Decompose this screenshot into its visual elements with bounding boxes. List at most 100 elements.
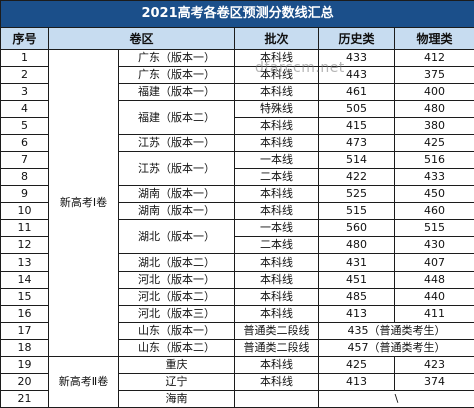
row-number: 20 [0,372,49,391]
physics-score-cell: 423 [393,355,474,374]
history-score-cell: 425 [318,355,395,374]
table-row: 1 新高考Ⅰ卷 广东（版本一） 本科线 433 412 [0,49,474,357]
history-score-cell: 461 [318,83,395,102]
region-cell: 湖南（版本一） [118,185,235,204]
history-score-cell: 443 [318,66,395,85]
table-row: 9 湖南（版本一） 本科线 525 450 [0,185,474,204]
history-score-cell: 505 [318,100,395,119]
region-cell: 福建（版本一） [118,83,235,102]
physics-score-cell: 433 [393,168,474,187]
batch-cell: 本科线 [234,117,319,136]
table-row: 12 二本线 480 430 [0,236,474,255]
region-cell: 重庆 [118,355,235,374]
row-number: 3 [0,83,49,102]
batch-cell: 本科线 [234,270,319,289]
history-score-cell: 514 [318,151,395,170]
table-row: 17 山东（版本一） 普通类二段线 435（普通类考生） [0,321,474,340]
physics-score-cell: 516 [393,151,474,170]
row-number: 5 [0,117,49,136]
region-cell: 河北（版本二） [118,287,235,306]
history-score-cell: 433 [318,49,395,68]
history-score-cell: 431 [318,253,395,272]
history-score-cell: 480 [318,236,395,255]
region-cell: 河北（版本三） [118,304,235,323]
physics-score-cell: 407 [393,253,474,272]
history-score-cell: 413 [318,304,395,323]
title-row: 2021高考各卷区预测分数线汇总 [0,0,474,29]
row-number: 19 [0,355,49,374]
history-score-cell: 415 [318,117,395,136]
row-number: 10 [0,202,49,221]
table-row: 7 江苏（版本一） 一本线 514 516 [0,151,474,187]
region-cell: 江苏（版本一） [118,134,235,153]
physics-score-cell: 375 [393,66,474,85]
batch-cell: 二本线 [234,236,319,255]
row-number: 6 [0,134,49,153]
history-score-cell: 515 [318,202,395,221]
region-cell: 广东（版本一） [118,66,235,85]
batch-cell: 本科线 [234,355,319,374]
physics-score-cell: 440 [393,287,474,306]
history-score-cell: 457（普通类考生） [317,338,474,357]
table-row: 6 江苏（版本一） 本科线 473 425 [0,134,474,153]
batch-cell: 一本线 [234,151,319,170]
physics-score-cell: 515 [393,219,474,238]
row-number: 11 [0,219,49,238]
physics-score-cell: 460 [393,202,474,221]
table-row: 10 湖南（版本一） 本科线 515 460 [0,202,474,221]
batch-cell: 本科线 [234,49,319,68]
row-number: 17 [0,321,49,340]
physics-score-cell: 450 [393,185,474,204]
physics-score-cell: 448 [393,270,474,289]
history-score-cell: 473 [318,134,395,153]
physics-score-cell: 400 [393,83,474,102]
history-score-cell: 560 [318,219,395,238]
row-number: 13 [0,253,49,272]
region-cell: 海南 [118,389,235,408]
history-score-cell: 413 [318,372,395,391]
table-row: 4 福建（版本二） 特殊线 505 480 [0,100,474,136]
row-number: 14 [0,270,49,289]
batch-cell: 普通类二段线 [234,338,319,357]
header-history: 历史类 [318,27,395,51]
region-cell: 湖北（版本一） [118,219,235,255]
header-no: 序号 [0,27,49,51]
batch-cell: 本科线 [234,287,319,306]
row-number: 15 [0,287,49,306]
physics-score-cell: 412 [393,49,474,68]
region-cell: 湖南（版本一） [118,202,235,221]
row-number: 12 [0,236,49,255]
exam-group-label: 新高考Ⅰ卷 [48,49,119,357]
region-cell: 湖北（版本二） [118,253,235,272]
history-score-cell: \ [317,389,474,408]
physics-score-cell: 430 [393,236,474,255]
batch-cell: 本科线 [234,304,319,323]
region-cell: 广东（版本一） [118,49,235,68]
table-title: 2021高考各卷区预测分数线汇总 [0,0,474,29]
history-score-cell: 451 [318,270,395,289]
batch-cell: 本科线 [234,83,319,102]
batch-cell [234,389,319,408]
physics-score-cell: 380 [393,117,474,136]
history-score-cell: 422 [318,168,395,187]
history-score-cell: 525 [318,185,395,204]
table-row: 14 河北（版本一） 本科线 451 448 [0,270,474,289]
table-row: 15 河北（版本二） 本科线 485 440 [0,287,474,306]
row-number: 9 [0,185,49,204]
batch-cell: 本科线 [234,372,319,391]
batch-cell: 二本线 [234,168,319,187]
batch-cell: 本科线 [234,202,319,221]
history-score-cell: 435（普通类考生） [317,321,474,340]
region-cell: 山东（版本一） [118,321,235,340]
batch-cell: 本科线 [234,185,319,204]
row-number: 16 [0,304,49,323]
row-number: 2 [0,66,49,85]
region-cell: 江苏（版本一） [118,151,235,187]
table-row: 20 辽宁 本科线 413 374 [0,372,474,391]
table-row: 19 新高考Ⅱ卷 重庆 本科线 425 423 [0,355,474,408]
physics-score-cell: 374 [393,372,474,391]
region-cell: 辽宁 [118,372,235,391]
header-row: 序号 卷区 批次 历史类 物理类 [0,27,474,51]
